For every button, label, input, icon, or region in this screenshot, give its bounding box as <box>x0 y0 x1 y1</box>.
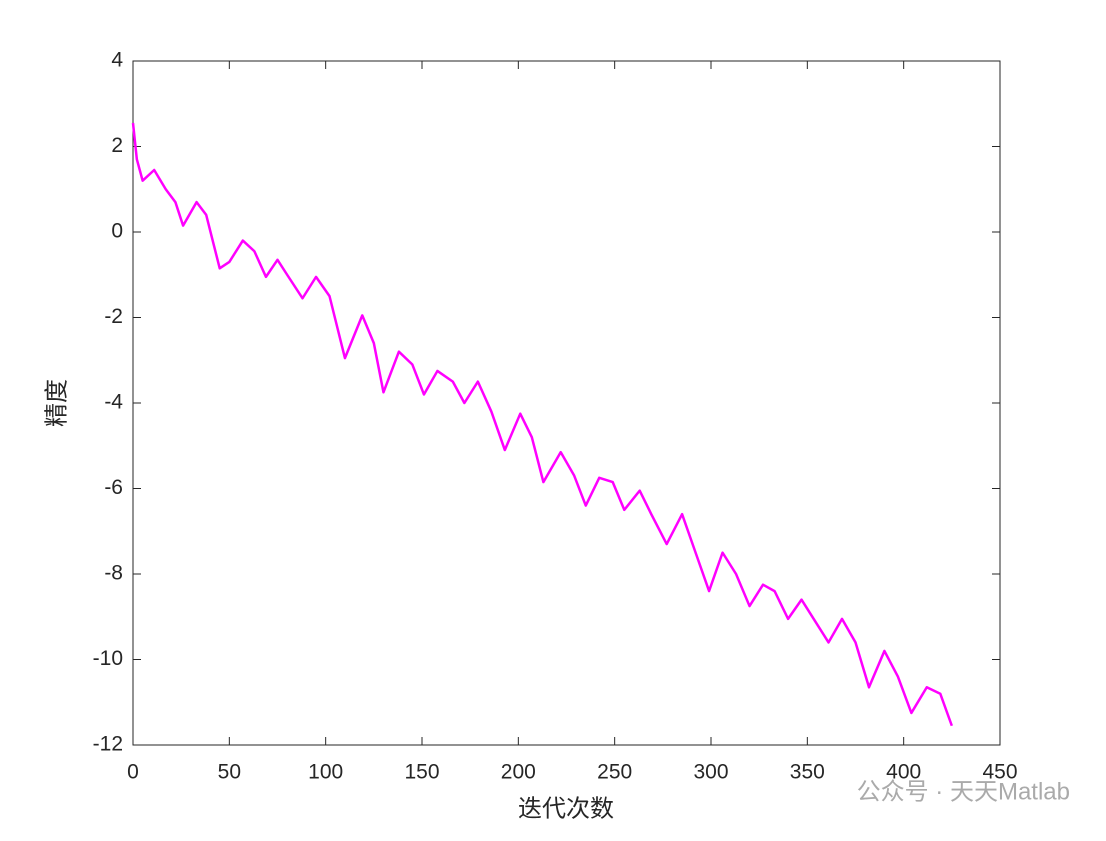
x-tick-label: 350 <box>790 761 825 784</box>
x-tick-label: 400 <box>886 761 921 784</box>
plot-frame <box>132 60 1001 746</box>
watermark: 公众号 · 天天Matlab <box>857 778 1070 805</box>
x-tick-label: 100 <box>308 761 343 784</box>
x-tick-label: 300 <box>693 761 728 784</box>
x-tick-label: 250 <box>597 761 632 784</box>
y-tick-label: -8 <box>104 562 123 585</box>
x-axis-label: 迭代次数 <box>518 795 614 822</box>
y-tick-label: 0 <box>111 220 123 243</box>
x-tick-label: 450 <box>982 761 1017 784</box>
y-tick-label: -2 <box>104 305 123 328</box>
x-tick-label: 0 <box>127 761 139 784</box>
y-tick-label: 2 <box>111 134 123 157</box>
data-line <box>131 122 954 727</box>
y-tick-label: -12 <box>93 733 123 756</box>
x-tick-label: 50 <box>218 761 241 784</box>
y-tick-label: -10 <box>93 647 123 670</box>
y-tick-label: -4 <box>104 391 123 414</box>
x-tick-label: 200 <box>501 761 536 784</box>
y-tick-label: -6 <box>104 476 123 499</box>
y-tick-label: 4 <box>111 49 123 72</box>
x-tick-label: 150 <box>404 761 439 784</box>
y-axis-label: 精度 <box>43 379 70 427</box>
